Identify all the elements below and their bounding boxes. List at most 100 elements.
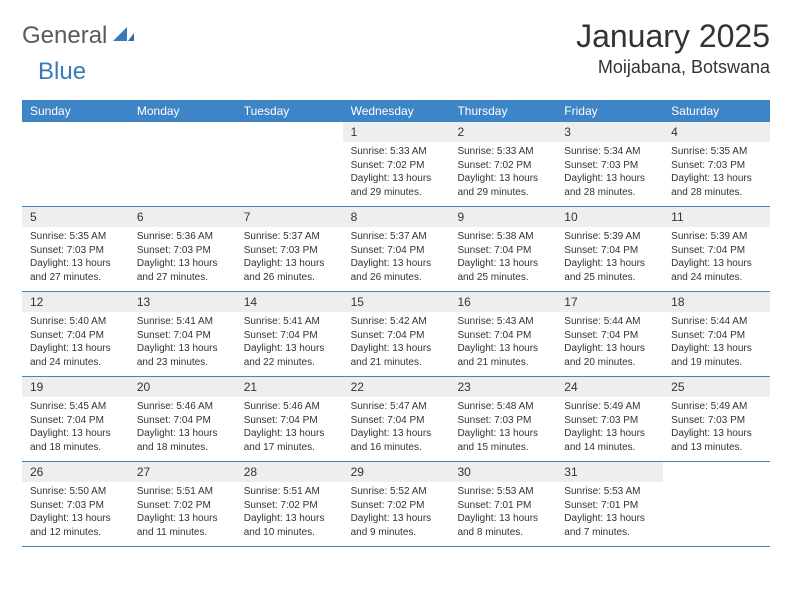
day-day1: Daylight: 13 hours xyxy=(457,512,548,526)
day-details: Sunrise: 5:47 AMSunset: 7:04 PMDaylight:… xyxy=(343,397,450,460)
logo-sail-icon xyxy=(111,25,135,48)
day-day1: Daylight: 13 hours xyxy=(457,427,548,441)
weekday-header: Tuesday xyxy=(236,100,343,122)
day-details: Sunrise: 5:48 AMSunset: 7:03 PMDaylight:… xyxy=(449,397,556,460)
day-details: Sunrise: 5:41 AMSunset: 7:04 PMDaylight:… xyxy=(129,312,236,375)
day-sunset: Sunset: 7:03 PM xyxy=(564,414,655,428)
day-number: 23 xyxy=(449,377,556,397)
day-day1: Daylight: 13 hours xyxy=(564,172,655,186)
day-day1: Daylight: 13 hours xyxy=(137,257,228,271)
day-details: Sunrise: 5:35 AMSunset: 7:03 PMDaylight:… xyxy=(22,227,129,290)
week-row: 5Sunrise: 5:35 AMSunset: 7:03 PMDaylight… xyxy=(22,207,770,292)
day-sunset: Sunset: 7:04 PM xyxy=(351,329,442,343)
day-number: 24 xyxy=(556,377,663,397)
day-number: 19 xyxy=(22,377,129,397)
day-cell: 3Sunrise: 5:34 AMSunset: 7:03 PMDaylight… xyxy=(556,122,663,206)
weeks-container: 1Sunrise: 5:33 AMSunset: 7:02 PMDaylight… xyxy=(22,122,770,547)
day-details: Sunrise: 5:45 AMSunset: 7:04 PMDaylight:… xyxy=(22,397,129,460)
day-cell: 24Sunrise: 5:49 AMSunset: 7:03 PMDayligh… xyxy=(556,377,663,461)
weekday-header: Sunday xyxy=(22,100,129,122)
day-sunrise: Sunrise: 5:48 AM xyxy=(457,400,548,414)
day-sunrise: Sunrise: 5:42 AM xyxy=(351,315,442,329)
day-sunset: Sunset: 7:03 PM xyxy=(30,244,121,258)
day-day2: and 11 minutes. xyxy=(137,526,228,540)
week-row: 19Sunrise: 5:45 AMSunset: 7:04 PMDayligh… xyxy=(22,377,770,462)
day-sunrise: Sunrise: 5:51 AM xyxy=(244,485,335,499)
day-sunrise: Sunrise: 5:40 AM xyxy=(30,315,121,329)
day-day2: and 25 minutes. xyxy=(564,271,655,285)
day-day1: Daylight: 13 hours xyxy=(351,512,442,526)
month-title: January 2025 xyxy=(576,18,770,55)
day-number: 29 xyxy=(343,462,450,482)
day-day2: and 21 minutes. xyxy=(457,356,548,370)
day-day1: Daylight: 13 hours xyxy=(457,172,548,186)
day-day1: Daylight: 13 hours xyxy=(671,342,762,356)
day-number xyxy=(129,122,236,142)
day-number: 28 xyxy=(236,462,343,482)
day-day1: Daylight: 13 hours xyxy=(671,257,762,271)
day-sunrise: Sunrise: 5:41 AM xyxy=(137,315,228,329)
day-details: Sunrise: 5:51 AMSunset: 7:02 PMDaylight:… xyxy=(236,482,343,545)
day-cell: 14Sunrise: 5:41 AMSunset: 7:04 PMDayligh… xyxy=(236,292,343,376)
day-day2: and 15 minutes. xyxy=(457,441,548,455)
week-row: 12Sunrise: 5:40 AMSunset: 7:04 PMDayligh… xyxy=(22,292,770,377)
day-sunset: Sunset: 7:04 PM xyxy=(137,414,228,428)
day-details: Sunrise: 5:51 AMSunset: 7:02 PMDaylight:… xyxy=(129,482,236,545)
day-cell: 31Sunrise: 5:53 AMSunset: 7:01 PMDayligh… xyxy=(556,462,663,546)
day-sunrise: Sunrise: 5:43 AM xyxy=(457,315,548,329)
day-details: Sunrise: 5:35 AMSunset: 7:03 PMDaylight:… xyxy=(663,142,770,205)
day-cell: 30Sunrise: 5:53 AMSunset: 7:01 PMDayligh… xyxy=(449,462,556,546)
day-day2: and 25 minutes. xyxy=(457,271,548,285)
day-sunrise: Sunrise: 5:47 AM xyxy=(351,400,442,414)
day-day1: Daylight: 13 hours xyxy=(564,257,655,271)
logo: General xyxy=(22,18,137,50)
day-day1: Daylight: 13 hours xyxy=(671,172,762,186)
day-sunset: Sunset: 7:04 PM xyxy=(30,329,121,343)
day-day2: and 26 minutes. xyxy=(244,271,335,285)
day-sunrise: Sunrise: 5:39 AM xyxy=(564,230,655,244)
day-day1: Daylight: 13 hours xyxy=(30,427,121,441)
day-number: 5 xyxy=(22,207,129,227)
day-sunset: Sunset: 7:03 PM xyxy=(671,414,762,428)
day-sunset: Sunset: 7:01 PM xyxy=(564,499,655,513)
day-sunset: Sunset: 7:04 PM xyxy=(457,244,548,258)
day-sunrise: Sunrise: 5:46 AM xyxy=(137,400,228,414)
day-sunrise: Sunrise: 5:44 AM xyxy=(671,315,762,329)
day-cell: 11Sunrise: 5:39 AMSunset: 7:04 PMDayligh… xyxy=(663,207,770,291)
day-day2: and 23 minutes. xyxy=(137,356,228,370)
day-details: Sunrise: 5:50 AMSunset: 7:03 PMDaylight:… xyxy=(22,482,129,545)
weekday-header: Thursday xyxy=(449,100,556,122)
day-day1: Daylight: 13 hours xyxy=(671,427,762,441)
day-cell: 13Sunrise: 5:41 AMSunset: 7:04 PMDayligh… xyxy=(129,292,236,376)
weekday-header: Friday xyxy=(556,100,663,122)
day-day1: Daylight: 13 hours xyxy=(564,342,655,356)
day-day1: Daylight: 13 hours xyxy=(137,512,228,526)
day-sunset: Sunset: 7:04 PM xyxy=(351,244,442,258)
day-details: Sunrise: 5:39 AMSunset: 7:04 PMDaylight:… xyxy=(663,227,770,290)
day-cell: 25Sunrise: 5:49 AMSunset: 7:03 PMDayligh… xyxy=(663,377,770,461)
day-cell: 17Sunrise: 5:44 AMSunset: 7:04 PMDayligh… xyxy=(556,292,663,376)
day-day1: Daylight: 13 hours xyxy=(244,257,335,271)
day-day1: Daylight: 13 hours xyxy=(457,342,548,356)
day-details: Sunrise: 5:46 AMSunset: 7:04 PMDaylight:… xyxy=(129,397,236,460)
day-cell: 9Sunrise: 5:38 AMSunset: 7:04 PMDaylight… xyxy=(449,207,556,291)
day-day2: and 20 minutes. xyxy=(564,356,655,370)
day-number: 27 xyxy=(129,462,236,482)
day-day1: Daylight: 13 hours xyxy=(137,427,228,441)
day-day1: Daylight: 13 hours xyxy=(30,257,121,271)
day-number: 4 xyxy=(663,122,770,142)
day-day1: Daylight: 13 hours xyxy=(244,427,335,441)
day-sunset: Sunset: 7:02 PM xyxy=(244,499,335,513)
day-sunset: Sunset: 7:03 PM xyxy=(564,159,655,173)
day-details: Sunrise: 5:33 AMSunset: 7:02 PMDaylight:… xyxy=(343,142,450,205)
day-details: Sunrise: 5:49 AMSunset: 7:03 PMDaylight:… xyxy=(663,397,770,460)
weekday-header: Monday xyxy=(129,100,236,122)
day-details: Sunrise: 5:53 AMSunset: 7:01 PMDaylight:… xyxy=(556,482,663,545)
day-number: 2 xyxy=(449,122,556,142)
day-sunset: Sunset: 7:04 PM xyxy=(457,329,548,343)
day-day2: and 29 minutes. xyxy=(457,186,548,200)
day-day2: and 12 minutes. xyxy=(30,526,121,540)
day-sunrise: Sunrise: 5:37 AM xyxy=(351,230,442,244)
day-cell: 6Sunrise: 5:36 AMSunset: 7:03 PMDaylight… xyxy=(129,207,236,291)
day-cell: 8Sunrise: 5:37 AMSunset: 7:04 PMDaylight… xyxy=(343,207,450,291)
